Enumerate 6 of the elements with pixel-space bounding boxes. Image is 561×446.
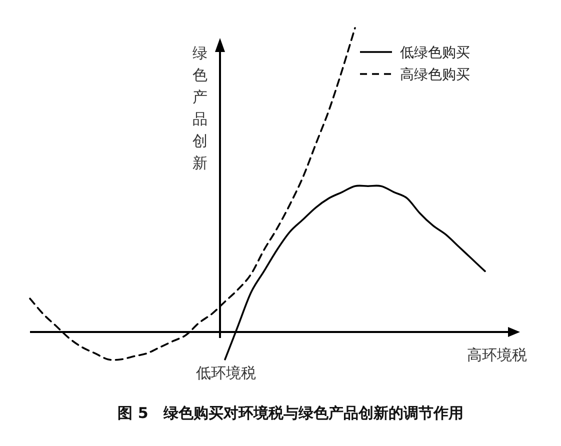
x-axis-title: 高环境税 <box>467 346 527 364</box>
text: 图 5 绿色购买对环境税与绿色产品创新的调节作用 <box>118 404 464 422</box>
legend-label: 高绿色购买 <box>400 67 470 83</box>
y-axis-title: 绿色产品创新 <box>192 44 208 172</box>
legend-label: 低绿色购买 <box>400 45 470 61</box>
text: 低环境税 <box>196 364 256 382</box>
